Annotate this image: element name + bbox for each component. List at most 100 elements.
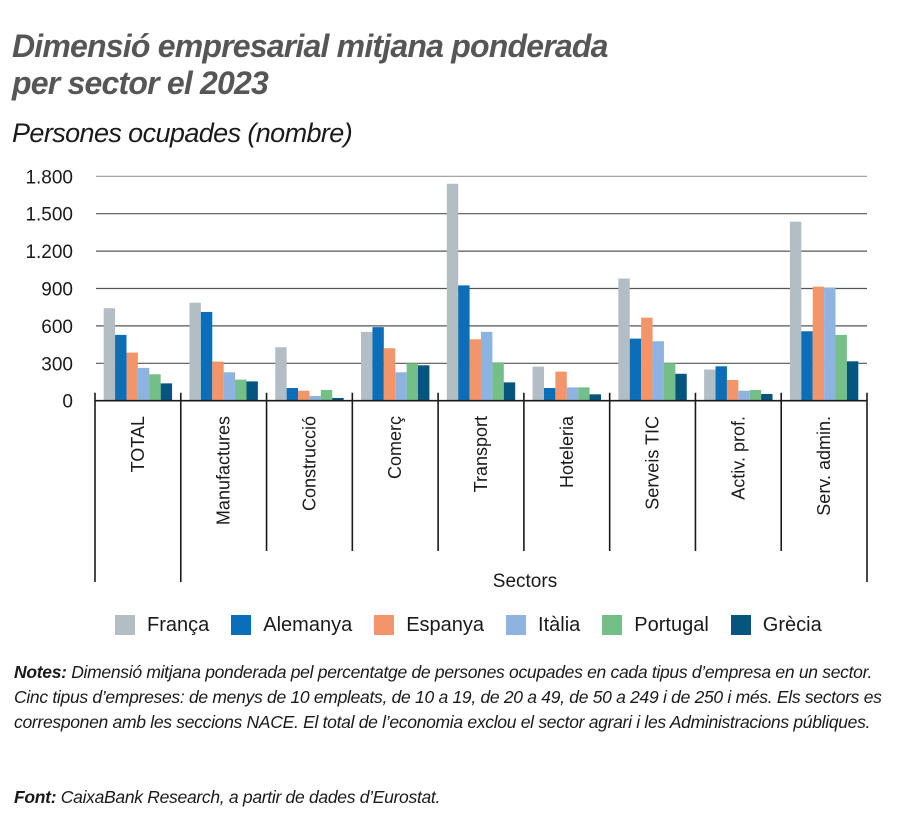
legend-label: Alemanya xyxy=(263,613,353,636)
bar-Portugal xyxy=(235,379,247,401)
bar-Espanya xyxy=(383,348,396,401)
bar-Portugal xyxy=(663,363,676,401)
bar-Portugal xyxy=(578,387,590,401)
bar-França xyxy=(704,369,716,401)
bar-Espanya xyxy=(469,339,481,401)
bar-Espanya xyxy=(126,352,138,401)
bar-Portugal xyxy=(406,363,419,401)
legend: França Alemanya Espanya Itàlia Portugal Grèci… xyxy=(115,612,844,638)
bar-Portugal xyxy=(749,389,762,401)
y-tick-label: 0 xyxy=(62,392,73,413)
bar-Espanya xyxy=(641,317,653,401)
bar-Alemanya xyxy=(629,338,642,401)
legend-label: França xyxy=(147,613,210,636)
legend-swatch-icon xyxy=(115,615,135,635)
category-label: Transport xyxy=(471,416,491,492)
bar-Itàlia xyxy=(738,390,750,401)
legend-swatch-icon xyxy=(506,615,527,635)
bars xyxy=(103,183,859,401)
bar-Grècia xyxy=(503,382,516,401)
x-axis: TOTAL Manufactures Construcció Comerç Transp… xyxy=(94,392,868,582)
bar-Grècia xyxy=(675,373,687,401)
category-label: TOTAL xyxy=(128,416,148,472)
category-label: Hoteleria xyxy=(557,415,577,488)
bar-Espanya xyxy=(555,371,567,401)
category-label: Activ. prof. xyxy=(728,416,748,500)
legend-swatch-icon xyxy=(231,615,252,635)
bar-Itàlia xyxy=(566,387,579,401)
bar-Grècia xyxy=(418,365,430,401)
notes: Notes: Dimensió mitjana ponderada pel pe… xyxy=(14,660,894,735)
bar-Alemanya xyxy=(286,387,299,401)
legend-swatch-icon xyxy=(730,615,751,635)
source: Font: CaixaBank Research, a partir de da… xyxy=(14,787,440,808)
bar-França xyxy=(446,183,459,401)
gridlines xyxy=(96,175,867,364)
bar-França xyxy=(361,331,373,401)
bar-Espanya xyxy=(298,390,310,401)
chart-title: Dimensió empresarial mitjana ponderada p… xyxy=(12,28,872,102)
legend-item: Portugal xyxy=(602,614,709,637)
bar-Alemanya xyxy=(543,387,556,401)
legend-item: Alemanya xyxy=(231,614,352,637)
legend-label: Grècia xyxy=(762,613,822,636)
bar-França xyxy=(789,221,802,401)
bar-Alemanya xyxy=(801,331,813,401)
category-label: Manufactures xyxy=(214,416,234,525)
y-tick-label: 300 xyxy=(41,354,73,375)
category-label: Serv. admin. xyxy=(814,416,834,516)
bar-França xyxy=(189,302,201,401)
bar-Itàlia xyxy=(223,372,236,401)
bar-Espanya xyxy=(212,361,224,401)
y-tick-label: 1.200 xyxy=(25,242,73,263)
bar-Grècia xyxy=(160,383,173,401)
y-tick-label: 600 xyxy=(41,317,73,338)
bar-Portugal xyxy=(492,362,504,401)
bar-Itàlia xyxy=(824,287,836,401)
legend-item: França xyxy=(115,614,209,637)
bar-Grècia xyxy=(246,381,258,401)
y-tick-label: 1.500 xyxy=(25,205,73,226)
category-label: Comerç xyxy=(385,416,405,479)
bar-Itàlia xyxy=(309,395,321,401)
bar-chart: 0 300 600 900 1.200 1.500 1.800 TOTAL Manufactu… xyxy=(25,167,868,592)
notes-text: Dimensió mitjana ponderada pel percentat… xyxy=(14,662,882,732)
x-axis-title: Sectors xyxy=(493,571,557,592)
bar-Portugal xyxy=(320,389,333,401)
bar-Portugal xyxy=(835,334,847,401)
source-label: Font: xyxy=(14,787,57,807)
bar-Grècia xyxy=(332,397,344,401)
bar-Espanya xyxy=(726,380,739,401)
bar-Itàlia xyxy=(137,367,150,401)
legend-label: Itàlia xyxy=(538,613,581,636)
bar-Grècia xyxy=(846,361,859,401)
chart-title-line-1: Dimensió empresarial mitjana ponderada xyxy=(12,28,608,64)
bar-Itàlia xyxy=(395,372,407,401)
bar-Alemanya xyxy=(372,327,384,401)
legend-label: Portugal xyxy=(634,613,709,636)
bar-Alemanya xyxy=(115,334,127,401)
legend-label: Espanya xyxy=(406,613,485,636)
bar-França xyxy=(532,366,544,401)
bar-Grècia xyxy=(761,393,773,401)
bar-Espanya xyxy=(812,286,825,401)
bar-Alemanya xyxy=(715,366,727,401)
source-text: CaixaBank Research, a partir de dades d’… xyxy=(60,787,441,807)
bar-França xyxy=(103,308,116,401)
bar-Alemanya xyxy=(458,285,470,401)
category-label: Serveis TIC xyxy=(643,416,663,510)
bar-Itàlia xyxy=(652,341,664,401)
bar-Grècia xyxy=(589,394,601,401)
legend-swatch-icon xyxy=(602,615,623,635)
bar-Portugal xyxy=(149,374,161,401)
legend-item: Itàlia xyxy=(506,614,580,637)
y-tick-label: 900 xyxy=(41,280,73,301)
y-axis: 0 300 600 900 1.200 1.500 1.800 xyxy=(25,167,73,412)
legend-item: Espanya xyxy=(374,614,484,637)
legend-swatch-icon xyxy=(374,615,395,635)
legend-item: Grècia xyxy=(730,613,822,637)
notes-label: Notes: xyxy=(14,662,67,682)
y-tick-label: 1.800 xyxy=(25,167,73,188)
chart-subtitle: Persones ocupades (nombre) xyxy=(12,118,353,148)
bar-Itàlia xyxy=(481,331,493,401)
